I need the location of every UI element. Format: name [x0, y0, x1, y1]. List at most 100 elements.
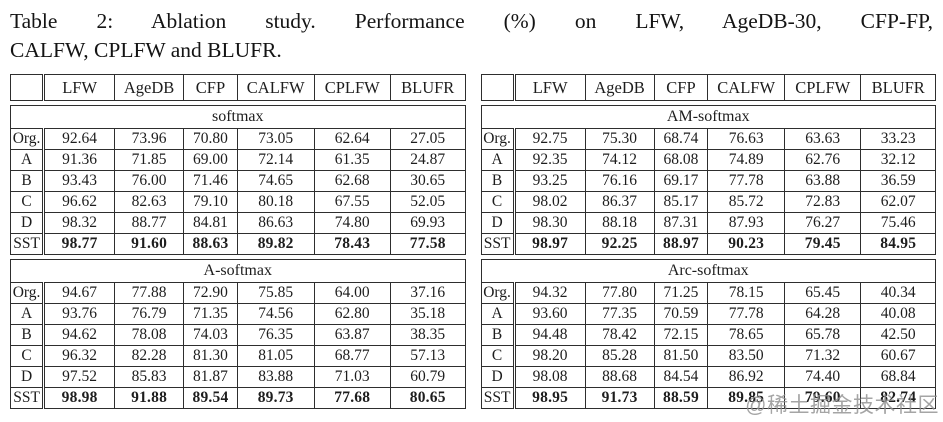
data-cell: 30.65 — [389, 170, 466, 192]
data-cell: 89.85 — [707, 387, 786, 409]
data-cell: 76.27 — [784, 212, 862, 234]
data-cell: 81.50 — [653, 345, 709, 367]
data-cell: 83.50 — [707, 345, 786, 367]
data-cell: 74.03 — [183, 324, 238, 346]
table-row: B 93.43 76.00 71.46 74.65 62.68 30.65 — [9, 170, 466, 192]
table-row: C 96.62 82.63 79.10 80.18 67.55 52.05 — [9, 191, 466, 213]
data-cell: 79.45 — [784, 233, 862, 255]
table-row: D 98.32 88.77 84.81 86.63 74.80 69.93 — [9, 212, 466, 234]
header-cell-lfw: LFW — [43, 74, 116, 101]
data-cell: 85.72 — [707, 191, 786, 213]
right-column: LFW AgeDB CFP CALFW CPLFW BLUFR AM-softmax Org… — [480, 74, 936, 413]
column-header-table-left: LFW AgeDB CFP CALFW CPLFW BLUFR — [9, 74, 466, 101]
data-cell: 73.05 — [236, 128, 315, 150]
data-cell: 98.77 — [43, 233, 116, 255]
table-row: Org. 92.75 75.30 68.74 76.63 63.63 33.23 — [480, 128, 936, 150]
header-cell-cfp: CFP — [183, 74, 238, 101]
data-cell: 78.65 — [707, 324, 786, 346]
table-row: A 91.36 71.85 69.00 72.14 61.35 24.87 — [9, 149, 466, 171]
header-row: LFW AgeDB CFP CALFW CPLFW BLUFR — [9, 74, 466, 101]
data-cell: 78.42 — [584, 324, 655, 346]
table-row: B 93.25 76.16 69.17 77.78 63.88 36.59 — [480, 170, 936, 192]
data-cell: 27.05 — [389, 128, 466, 150]
data-cell: 96.62 — [43, 191, 116, 213]
section-row: AM-softmax — [480, 105, 936, 129]
table-row: SST 98.98 91.88 89.54 89.73 77.68 80.65 — [9, 387, 466, 409]
row-label: A — [480, 303, 516, 325]
row-label: C — [9, 345, 46, 367]
section-row: Arc-softmax — [480, 259, 936, 283]
data-cell: 97.52 — [43, 366, 116, 388]
data-cell: 94.62 — [43, 324, 116, 346]
data-cell: 84.54 — [653, 366, 709, 388]
data-cell: 81.05 — [236, 345, 315, 367]
data-cell: 86.63 — [236, 212, 315, 234]
section-row: softmax — [10, 105, 466, 129]
data-cell: 84.95 — [860, 233, 936, 255]
data-cell: 63.88 — [784, 170, 862, 192]
data-cell: 70.59 — [653, 303, 709, 325]
row-label: A — [480, 149, 516, 171]
data-cell: 52.05 — [389, 191, 466, 213]
data-cell: 69.93 — [389, 212, 466, 234]
data-cell: 77.78 — [707, 303, 786, 325]
data-cell: 76.16 — [584, 170, 655, 192]
section-title: Arc-softmax — [480, 259, 936, 283]
data-cell: 87.93 — [707, 212, 786, 234]
data-cell: 98.20 — [513, 345, 586, 367]
data-cell: 85.28 — [584, 345, 655, 367]
data-cell: 78.43 — [313, 233, 391, 255]
data-cell: 83.88 — [236, 366, 315, 388]
data-cell: 91.36 — [43, 149, 116, 171]
data-cell: 72.90 — [183, 282, 238, 304]
data-cell: 71.35 — [183, 303, 238, 325]
data-cell: 87.31 — [653, 212, 709, 234]
section-row: A-softmax — [10, 259, 466, 283]
column-header-table-right: LFW AgeDB CFP CALFW CPLFW BLUFR — [480, 74, 936, 101]
row-label: A — [9, 303, 46, 325]
data-cell: 92.25 — [584, 233, 655, 255]
data-cell: 37.16 — [389, 282, 466, 304]
data-cell: 73.96 — [114, 128, 185, 150]
data-cell: 98.30 — [513, 212, 586, 234]
data-cell: 98.08 — [513, 366, 586, 388]
row-label: Org. — [480, 282, 516, 304]
data-cell: 63.87 — [313, 324, 391, 346]
section-title: A-softmax — [10, 259, 466, 283]
data-cell: 68.08 — [653, 149, 709, 171]
header-cell-cplfw: CPLFW — [784, 74, 862, 101]
data-cell: 92.64 — [43, 128, 116, 150]
data-cell: 72.83 — [784, 191, 862, 213]
data-cell: 85.17 — [653, 191, 709, 213]
data-cell: 77.78 — [707, 170, 786, 192]
data-cell: 81.30 — [183, 345, 238, 367]
caption-line-1: Table 2: Ablation study. Performance (%)… — [10, 9, 933, 33]
data-cell: 68.77 — [313, 345, 391, 367]
data-cell: 78.08 — [114, 324, 185, 346]
table-row: Org. 92.64 73.96 70.80 73.05 62.64 27.05 — [9, 128, 466, 150]
table-row: Org. 94.67 77.88 72.90 75.85 64.00 37.16 — [9, 282, 466, 304]
data-cell: 92.35 — [513, 149, 586, 171]
header-cell-lfw: LFW — [513, 74, 586, 101]
header-cell-calfw: CALFW — [707, 74, 786, 101]
data-cell: 76.79 — [114, 303, 185, 325]
data-cell: 89.54 — [183, 387, 238, 409]
data-cell: 74.89 — [707, 149, 786, 171]
table-caption: Table 2: Ablation study. Performance (%)… — [0, 0, 943, 65]
table-row: A 93.76 76.79 71.35 74.56 62.80 35.18 — [9, 303, 466, 325]
data-cell: 81.87 — [183, 366, 238, 388]
row-label: SST — [9, 387, 46, 409]
data-cell: 88.63 — [183, 233, 238, 255]
data-cell: 77.88 — [114, 282, 185, 304]
data-cell: 79.10 — [183, 191, 238, 213]
table-row: SST 98.95 91.73 88.59 89.85 79.60 82.74 — [480, 387, 936, 409]
data-cell: 86.37 — [584, 191, 655, 213]
caption-line-2: CALFW, CPLFW and BLUFR. — [10, 38, 282, 62]
row-label: SST — [9, 233, 46, 255]
data-cell: 62.68 — [313, 170, 391, 192]
tables-grid: LFW AgeDB CFP CALFW CPLFW BLUFR softmax Org. 92… — [0, 65, 943, 413]
data-cell: 88.68 — [584, 366, 655, 388]
data-cell: 64.00 — [313, 282, 391, 304]
data-cell: 89.73 — [236, 387, 315, 409]
table-row: D 97.52 85.83 81.87 83.88 71.03 60.79 — [9, 366, 466, 388]
